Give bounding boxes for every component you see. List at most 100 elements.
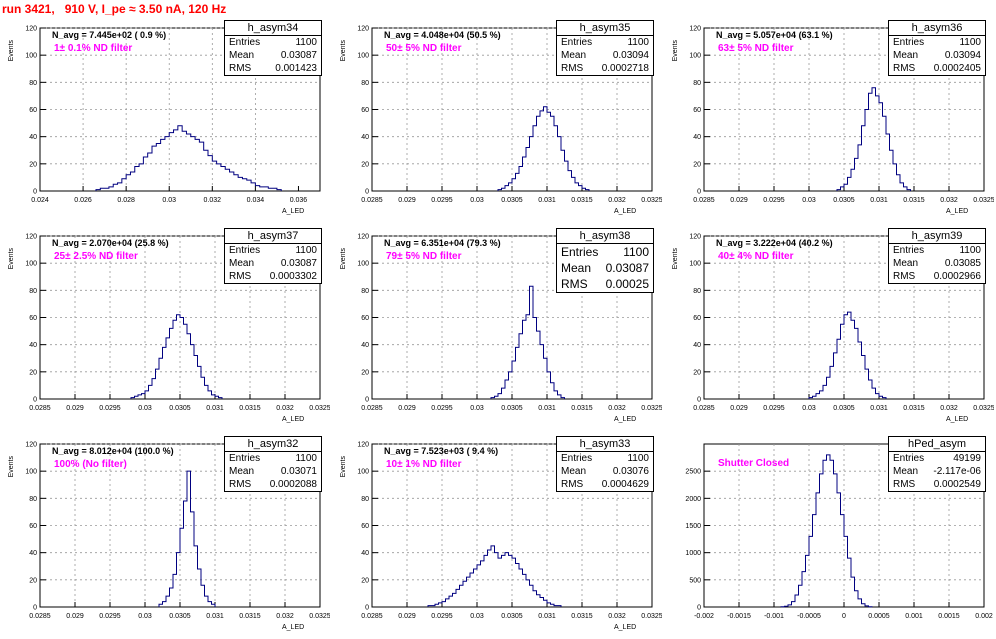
stats-key: RMS — [229, 479, 252, 490]
stats-key: Mean — [893, 466, 919, 477]
x-tick-label: 0.0005 — [868, 613, 890, 620]
x-tick-label: 0.0295 — [763, 197, 785, 204]
x-tick-label: 0.031 — [206, 613, 224, 620]
x-tick-label: 0.03 — [802, 197, 816, 204]
y-axis-label: Events — [672, 40, 679, 62]
y-axis-label: Events — [8, 40, 15, 62]
x-tick-label: -0.0005 — [797, 613, 821, 620]
x-tick-label: 0.0295 — [99, 405, 121, 412]
stats-value: 0.0002405 — [933, 63, 981, 74]
x-tick-label: 0.002 — [975, 613, 993, 620]
stats-value: 0.0002718 — [601, 63, 649, 74]
filter-label: 79± 5% ND filter — [386, 251, 462, 262]
stats-title: h_asym34 — [225, 21, 321, 36]
stats-key: Entries — [229, 37, 261, 48]
x-tick-label: 0.0295 — [763, 405, 785, 412]
filter-label: 100% (No filter) — [54, 459, 127, 470]
stats-value: 1100 — [295, 453, 317, 464]
x-tick-label: 0.036 — [290, 197, 308, 204]
stats-row-entries: Entries 1100 — [889, 36, 985, 49]
x-tick-label: 0.0285 — [29, 613, 51, 620]
y-tick-label: 0 — [365, 189, 369, 196]
y-tick-label: 80 — [361, 80, 369, 87]
navg-label: N_avg = 3.222e+04 (40.2 %) — [716, 238, 833, 248]
y-tick-label: 0 — [365, 397, 369, 404]
stats-value: 0.03071 — [280, 466, 317, 477]
x-tick-label: 0.0285 — [361, 613, 383, 620]
x-tick-label: 0.0325 — [973, 405, 994, 412]
x-tick-label: 0.0315 — [571, 197, 593, 204]
stats-key: Entries — [893, 453, 925, 464]
histogram-line — [95, 125, 282, 191]
x-axis-label: A_LED — [946, 208, 968, 215]
filter-label: 40± 4% ND filter — [718, 251, 794, 262]
filter-label: Shutter Closed — [718, 458, 790, 469]
stats-box: h_asym34 Entries 1100 Mean 0.03087 RMS 0.00142… — [224, 20, 322, 76]
stats-value: 1100 — [627, 37, 649, 48]
stats-row-entries: Entries 1100 — [557, 452, 653, 465]
y-axis-label: Events — [672, 248, 679, 270]
x-tick-label: 0.0305 — [169, 613, 191, 620]
x-tick-label: 0.032 — [940, 405, 958, 412]
y-tick-label: 2000 — [685, 496, 701, 503]
stats-key: RMS — [561, 277, 588, 291]
x-tick-label: 0.0305 — [833, 405, 855, 412]
stats-row-mean: Mean 0.03094 — [889, 49, 985, 62]
x-tick-label: 0.0305 — [169, 405, 191, 412]
histogram-panel-h_asym35: 0.0285 0.029 0.0295 0.03 0.0305 0.031 0.0315 0.… — [332, 18, 662, 223]
y-tick-label: 60 — [693, 315, 701, 322]
y-tick-label: 0 — [365, 605, 369, 612]
stats-row-mean: Mean 0.03087 — [557, 260, 653, 276]
y-tick-label: 100 — [357, 261, 369, 268]
y-tick-label: 20 — [693, 161, 701, 168]
histogram-line — [130, 314, 223, 399]
x-tick-label: 0.028 — [117, 197, 135, 204]
stats-value: 0.0003302 — [269, 271, 317, 282]
y-tick-label: 60 — [29, 523, 37, 530]
stats-box: h_asym39 Entries 1100 Mean 0.03085 RMS 0.00029… — [888, 228, 986, 284]
stats-box: h_asym35 Entries 1100 Mean 0.03094 RMS 0.00027… — [556, 20, 654, 76]
y-axis-label: Events — [8, 456, 15, 478]
x-tick-label: 0.0295 — [99, 613, 121, 620]
stats-row-rms: RMS 0.0002718 — [557, 62, 653, 75]
y-tick-label: 60 — [29, 315, 37, 322]
stats-value: 0.03094 — [612, 50, 649, 61]
x-tick-label: 0.0295 — [431, 197, 453, 204]
y-tick-label: 40 — [29, 550, 37, 557]
x-tick-label: 0.0325 — [309, 613, 330, 620]
y-tick-label: 80 — [693, 288, 701, 295]
navg-label: N_avg = 4.048e+04 (50.5 %) — [384, 30, 501, 40]
y-tick-label: 40 — [693, 342, 701, 349]
stats-row-entries: Entries 1100 — [225, 36, 321, 49]
histogram-line — [490, 285, 565, 399]
filter-label: 1± 0.1% ND filter — [54, 43, 133, 54]
x-tick-label: 0.03 — [138, 613, 152, 620]
histogram-panel-h_asym36: 0.0285 0.029 0.0295 0.03 0.0305 0.031 0.0315 0.… — [664, 18, 994, 223]
y-axis-label: Events — [8, 248, 15, 270]
x-tick-label: 0.0325 — [973, 197, 994, 204]
x-tick-label: 0.0305 — [833, 197, 855, 204]
y-tick-label: 40 — [361, 134, 369, 141]
x-tick-label: 0.0285 — [29, 405, 51, 412]
x-tick-label: 0.001 — [905, 613, 923, 620]
x-tick-label: 0.0315 — [571, 405, 593, 412]
navg-label: N_avg = 8.012e+04 (100.0 %) — [52, 446, 174, 456]
stats-row-rms: RMS 0.0004629 — [557, 478, 653, 491]
stats-row-entries: Entries 1100 — [557, 244, 653, 260]
stats-key: Mean — [893, 258, 919, 269]
y-tick-label: 0 — [697, 397, 701, 404]
stats-box: h_asym32 Entries 1100 Mean 0.03071 RMS 0.00020… — [224, 436, 322, 492]
x-tick-label: 0.0305 — [501, 613, 523, 620]
x-tick-label: 0.0285 — [361, 197, 383, 204]
x-tick-label: 0.031 — [538, 405, 556, 412]
stats-row-rms: RMS 0.0002549 — [889, 478, 985, 491]
y-tick-label: 1500 — [685, 523, 701, 530]
x-tick-label: 0.029 — [66, 405, 84, 412]
y-tick-label: 120 — [357, 234, 369, 241]
x-tick-label: 0.0315 — [903, 405, 925, 412]
y-axis-label: Events — [340, 40, 347, 62]
stats-value: 0.03076 — [612, 466, 649, 477]
y-tick-label: 40 — [693, 134, 701, 141]
y-tick-label: 2500 — [685, 469, 701, 476]
stats-title: h_asym32 — [225, 437, 321, 452]
